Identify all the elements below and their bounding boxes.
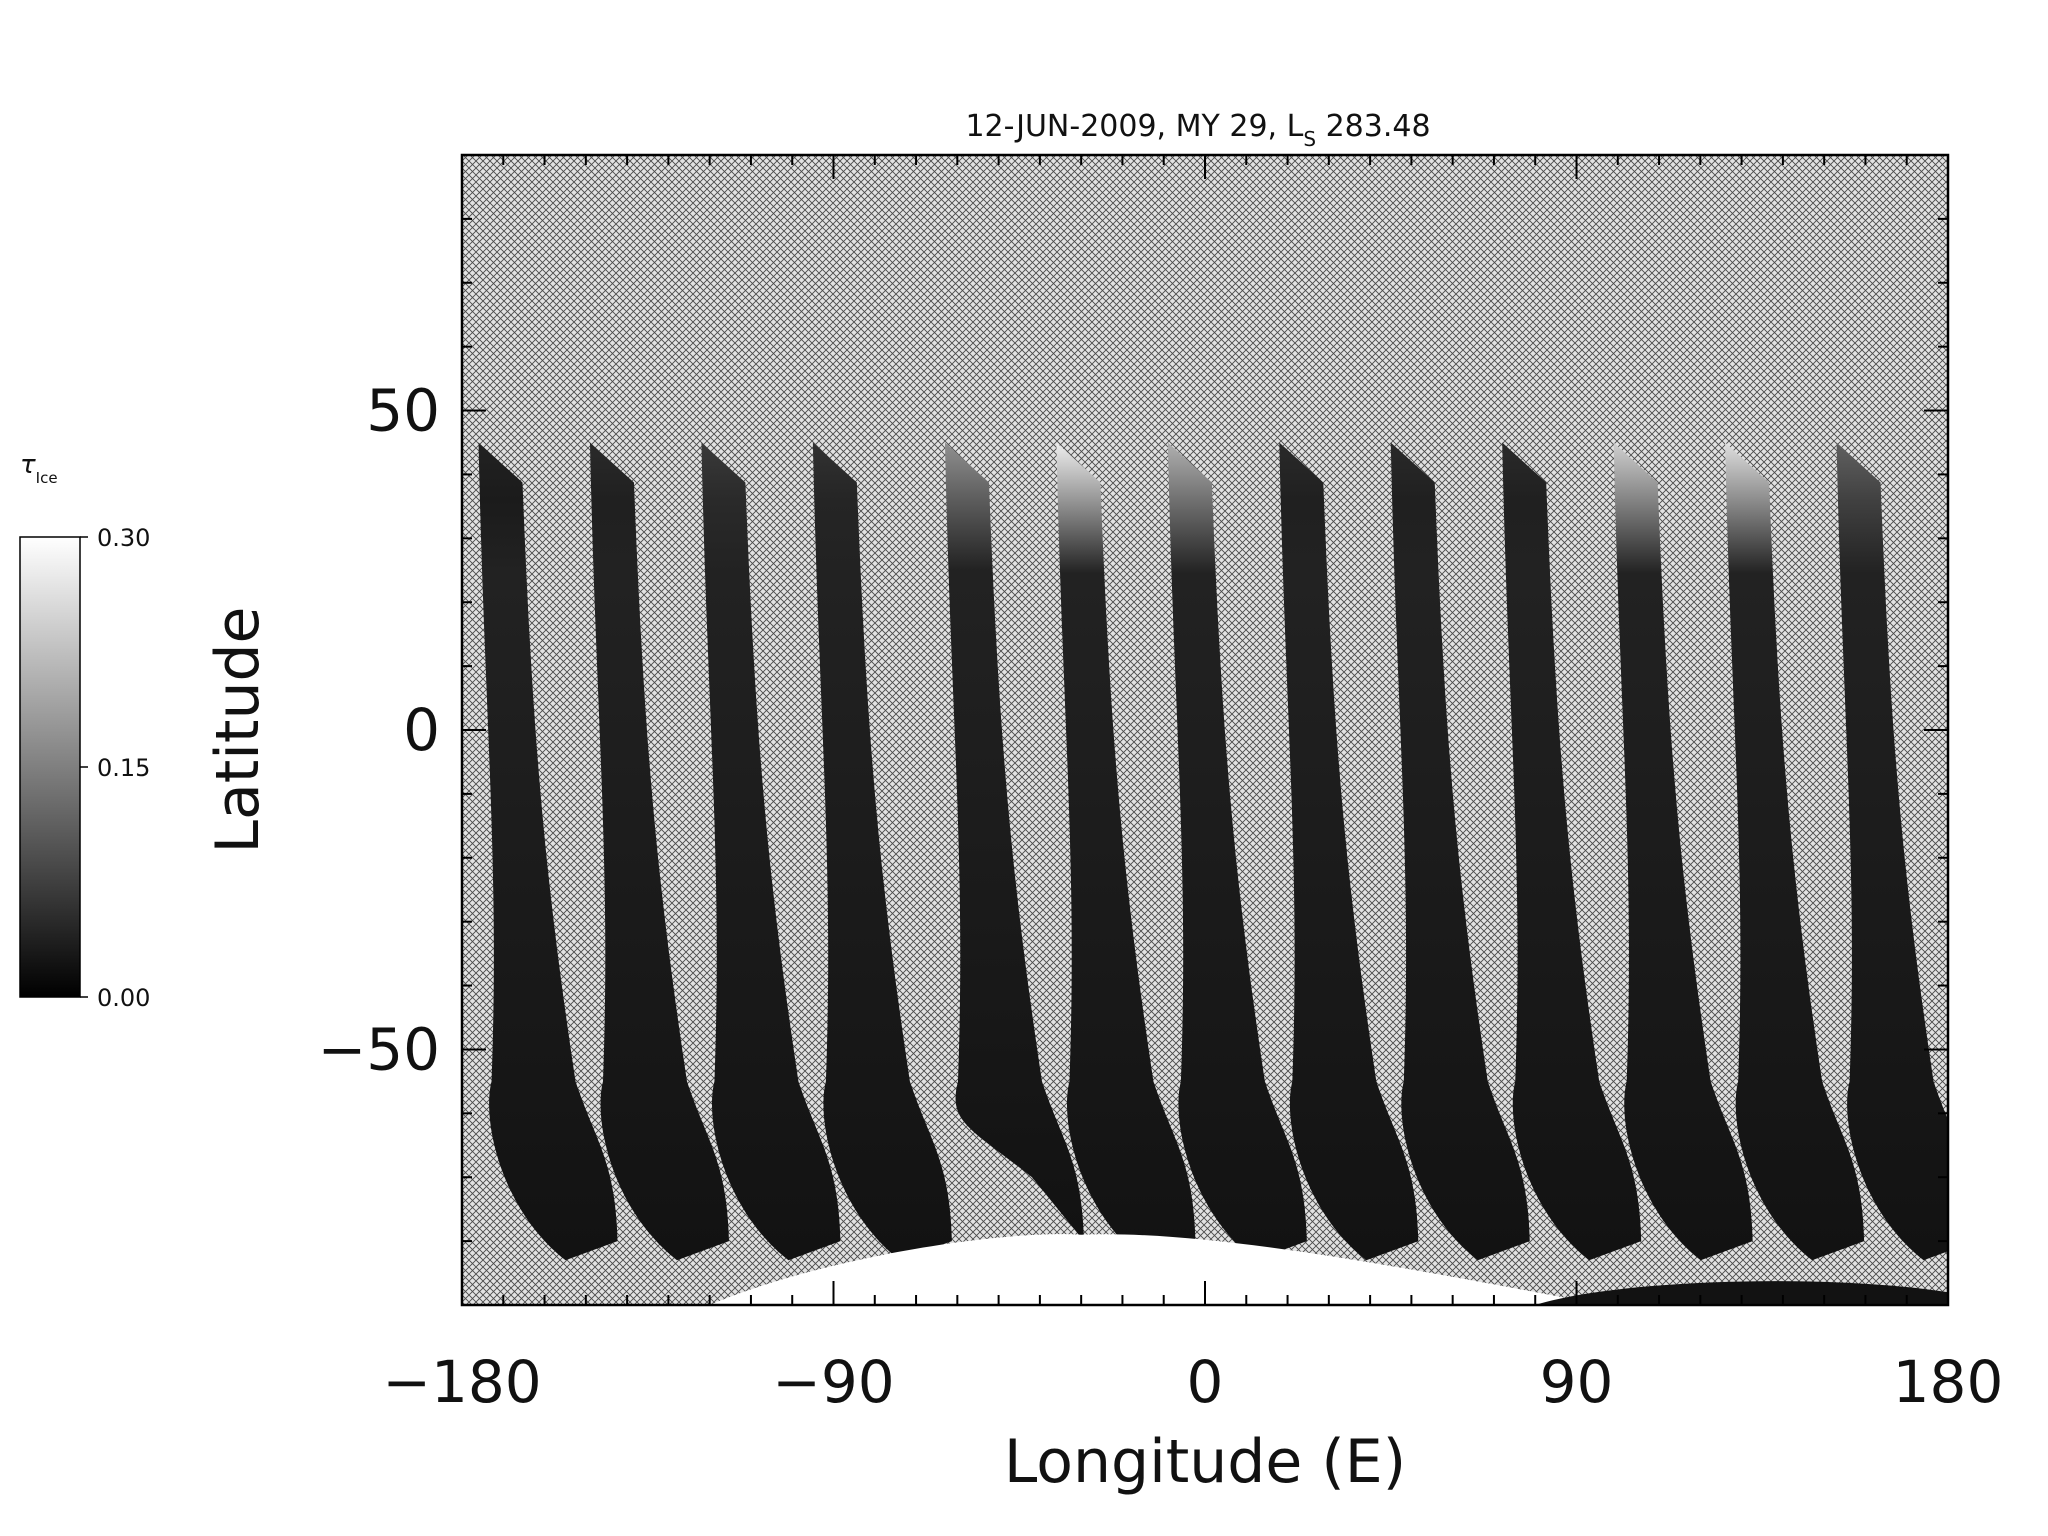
y-tick-label: 0 (403, 696, 440, 764)
swath-9 (1390, 442, 1530, 1261)
colorbar-tick-label: 0.15 (97, 754, 150, 782)
swath-11 (1613, 442, 1753, 1261)
x-tick-label: −90 (772, 1348, 894, 1416)
y-axis-label: Latitude (203, 607, 273, 854)
colorbar-label-symbol: τ (20, 450, 36, 480)
swath-12 (1725, 442, 1865, 1261)
chart-title: 12-JUN-2009, MY 29, LS 283.48 (965, 109, 1430, 151)
colorbar: τIce 0.00 0.15 0.30 (19, 450, 150, 1012)
swath-layer (478, 442, 1948, 1261)
plot-area: −180 −90 0 90 180 −50 0 50 (318, 153, 2004, 1416)
swath-5 (944, 442, 1084, 1242)
chart-title-value: 283.48 (1316, 109, 1431, 144)
swath-6 (1056, 442, 1196, 1261)
swath-3 (701, 442, 841, 1261)
swath-13 (1836, 442, 1948, 1261)
x-axis-label: Longitude (E) (1004, 1427, 1406, 1497)
x-tick-label: −180 (382, 1348, 541, 1416)
swath-10 (1502, 442, 1642, 1261)
x-tick-label: 90 (1540, 1348, 1614, 1416)
chart-title-subscript: S (1303, 127, 1316, 151)
colorbar-label: τIce (20, 450, 58, 487)
x-tick-label: 180 (1893, 1348, 2004, 1416)
polar-layer (709, 1234, 1948, 1305)
colorbar-tick-label: 0.30 (97, 524, 150, 552)
south-polar-bright-region (709, 1234, 1603, 1305)
swath-8 (1279, 442, 1419, 1261)
swath-1 (478, 442, 618, 1261)
swath-4 (812, 442, 952, 1261)
swath-7 (1167, 442, 1307, 1261)
colorbar-gradient (19, 536, 81, 998)
x-tick-label: 0 (1187, 1348, 1224, 1416)
colorbar-ticks: 0.00 0.15 0.30 (80, 524, 150, 1012)
y-tick-label: 50 (366, 377, 440, 445)
south-polar-dark-band (1535, 1281, 1948, 1305)
colorbar-tick-label: 0.00 (97, 984, 150, 1012)
y-tick-label: −50 (318, 1015, 440, 1083)
colorbar-label-subscript: Ice (36, 469, 58, 487)
swath-2 (589, 442, 729, 1261)
chart-title-main: 12-JUN-2009, MY 29, L (965, 109, 1303, 144)
ticks-layer: −180 −90 0 90 180 −50 0 50 (318, 155, 2004, 1416)
